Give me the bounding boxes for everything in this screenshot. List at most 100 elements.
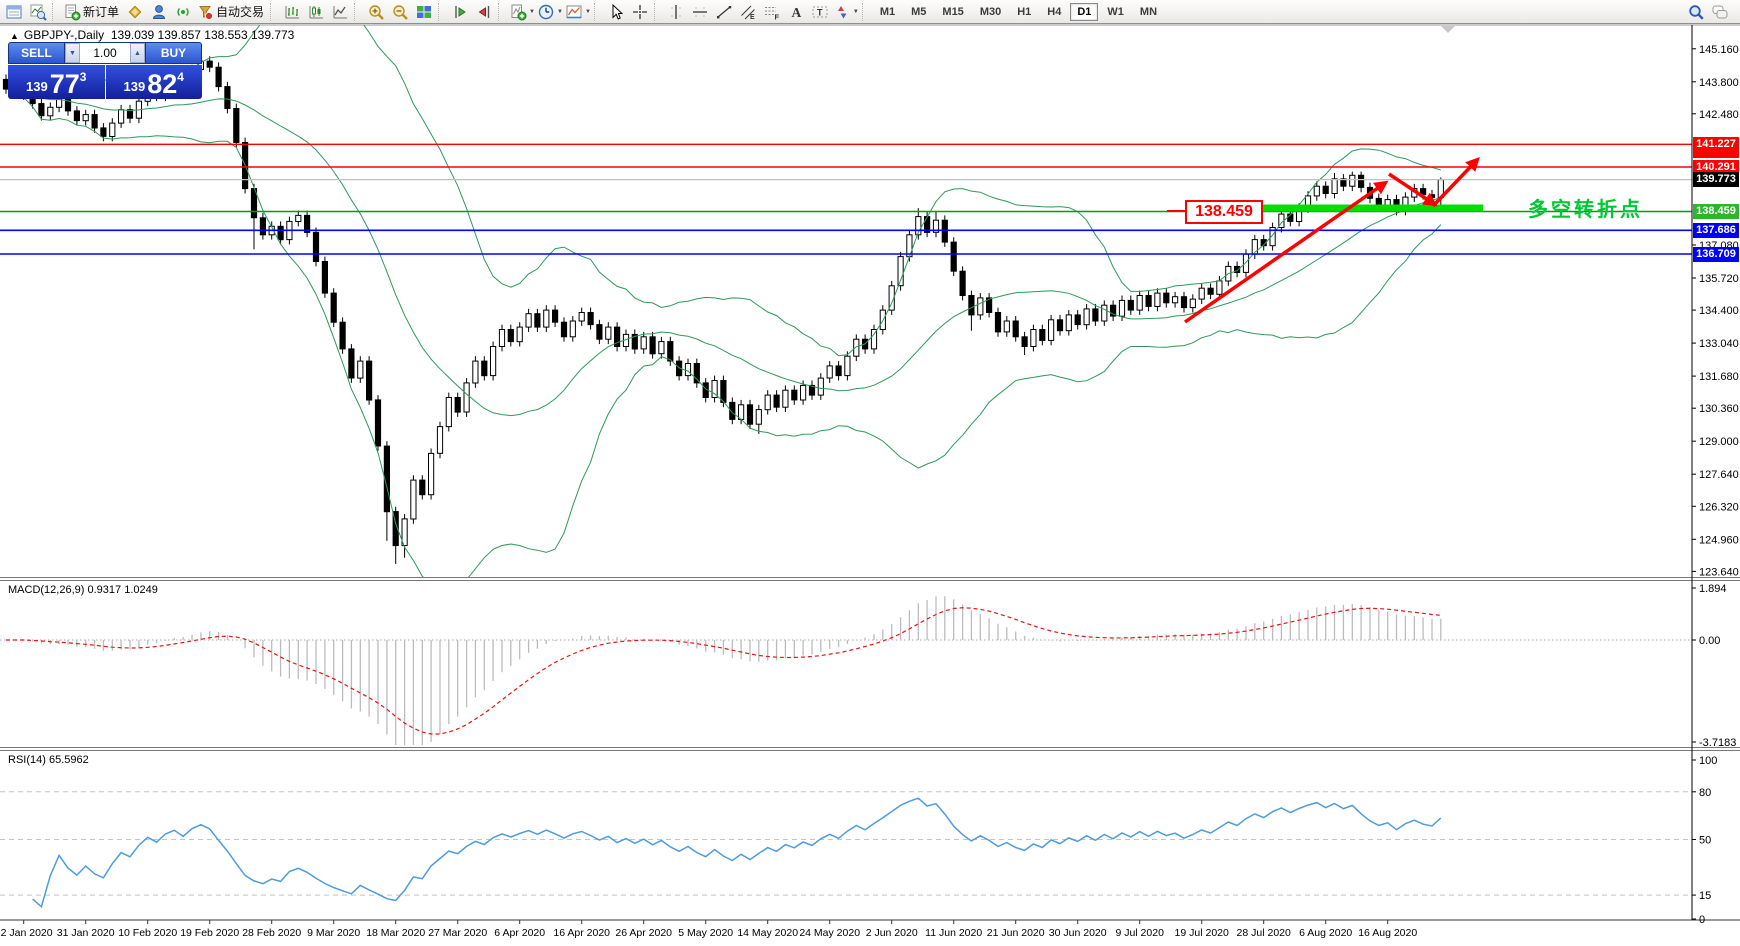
horizontal-level-lines[interactable]: [0, 143, 1692, 255]
autoscroll-icon: [455, 5, 466, 18]
channel-icon: E: [741, 5, 755, 21]
toolbar-separator: [861, 2, 870, 21]
channel-tool-button[interactable]: E: [737, 2, 759, 22]
date-axis[interactable]: 22 Jan 2020 31 Jan 2020 10 Feb 2020 19 Feb …: [0, 920, 1417, 939]
svg-text:F: F: [774, 12, 779, 21]
timeframe-m30-button[interactable]: M30: [979, 5, 1002, 18]
vertical-line-tool-button[interactable]: [665, 2, 687, 22]
rsi-panel[interactable]: [0, 791, 1692, 909]
sell-button[interactable]: SELL: [8, 42, 65, 64]
toolbar-separator: [653, 2, 662, 21]
svg-text:9 Mar 2020: 9 Mar 2020: [307, 927, 360, 939]
svg-text:22 Jan 2020: 22 Jan 2020: [0, 927, 53, 939]
svg-text:28 Feb 2020: 28 Feb 2020: [242, 927, 301, 939]
svg-text:18 Mar 2020: 18 Mar 2020: [366, 927, 425, 939]
price-badge-137-686: 137.686: [1693, 222, 1739, 238]
templates-button[interactable]: ▼: [565, 2, 591, 22]
svg-text:80: 80: [1699, 787, 1711, 799]
text-icon: A: [791, 5, 801, 20]
horizontal-line-tool-button[interactable]: [689, 2, 711, 22]
hline-icon: [692, 6, 707, 17]
svg-text:24 May 2020: 24 May 2020: [799, 927, 860, 939]
volume-increase-button[interactable]: ▲: [130, 43, 145, 63]
one-click-collapse-icon[interactable]: ▲: [10, 31, 19, 41]
zoom-in-button[interactable]: [365, 2, 387, 22]
dropdown-arrow-icon[interactable]: ▼: [529, 8, 535, 15]
autotrading-button[interactable]: 自动交易: [196, 2, 267, 22]
fibonacci-tool-button[interactable]: F: [761, 2, 783, 22]
macd-panel[interactable]: [0, 596, 1692, 745]
history-box-button[interactable]: [124, 2, 146, 22]
dropdown-arrow-icon[interactable]: ▼: [852, 8, 859, 15]
mql-community-button[interactable]: [148, 2, 170, 22]
chart-annotations[interactable]: [1167, 156, 1483, 324]
chart-shift-marker-icon[interactable]: [1441, 26, 1455, 33]
trend-arrow: [1388, 172, 1438, 207]
buy-button[interactable]: BUY: [145, 42, 202, 64]
periods-button[interactable]: ▼: [537, 2, 563, 22]
volume-decrease-button[interactable]: ▼: [65, 43, 80, 63]
svg-text:21 Jun 2020: 21 Jun 2020: [987, 927, 1045, 939]
timeframe-d1-button[interactable]: D1: [1070, 2, 1099, 21]
timeframe-m1-button[interactable]: M1: [879, 5, 896, 18]
text-label-tool-button[interactable]: T: [809, 2, 831, 22]
price-axis[interactable]: 145.160143.800142.480137.080135.720134.4…: [1692, 44, 1739, 926]
price-badge-138-459: 138.459: [1693, 204, 1739, 219]
indicators-list-button[interactable]: ▼: [509, 2, 535, 22]
tile-windows-button[interactable]: [413, 2, 435, 22]
annotation-text[interactable]: 多空转折点: [1528, 199, 1643, 221]
cursor-icon: [612, 3, 624, 20]
cursor-tool-button[interactable]: [605, 2, 627, 22]
chart-shift-button[interactable]: [473, 2, 495, 22]
svg-text:6 Apr 2020: 6 Apr 2020: [494, 927, 545, 939]
clock-icon: [538, 4, 554, 19]
zoomin-icon: [369, 4, 384, 20]
timeframe-w1-button[interactable]: W1: [1107, 5, 1124, 18]
svg-text:5 May 2020: 5 May 2020: [678, 927, 733, 939]
timeframe-m5-button[interactable]: M5: [911, 5, 927, 18]
text-tool-button[interactable]: A: [785, 2, 807, 22]
line-chart-mode-button[interactable]: [329, 2, 351, 22]
svg-text:28 Jul 2020: 28 Jul 2020: [1237, 927, 1291, 939]
tick-icon: [30, 4, 47, 21]
crosshair-tool-button[interactable]: [629, 2, 651, 22]
price-badge-139-773: 139.773: [1693, 172, 1739, 188]
timeframe-h1-button[interactable]: H1: [1017, 5, 1032, 18]
person-icon: [153, 4, 166, 19]
buy-price-quote[interactable]: 139 82 4: [105, 65, 202, 99]
svg-text:14 May 2020: 14 May 2020: [737, 927, 798, 939]
arrows-tool-button[interactable]: ▼: [833, 2, 859, 22]
sell-price-quote[interactable]: 139 77 3: [8, 65, 105, 99]
new-order-button[interactable]: 新订单: [63, 2, 122, 22]
timeframe-h4-button[interactable]: H4: [1047, 5, 1062, 18]
tick-chart-button[interactable]: [27, 2, 49, 22]
svg-text:30 Jun 2020: 30 Jun 2020: [1049, 927, 1107, 939]
timeframe-mn-button[interactable]: MN: [1139, 5, 1158, 18]
svg-text:31 Jan 2020: 31 Jan 2020: [57, 927, 115, 939]
candle-chart-mode-button[interactable]: [305, 2, 327, 22]
auto-scroll-button[interactable]: [449, 2, 471, 22]
svg-text:145.160: 145.160: [1699, 44, 1739, 56]
bar-chart-mode-button[interactable]: [281, 2, 303, 22]
zoom-out-button[interactable]: [389, 2, 411, 22]
support-price-box[interactable]: 138.459: [1185, 200, 1263, 224]
rsi-line: [32, 797, 1442, 909]
dropdown-arrow-icon[interactable]: ▼: [584, 8, 591, 15]
svg-text:11 Jun 2020: 11 Jun 2020: [925, 927, 982, 939]
chat-button[interactable]: [1709, 2, 1731, 22]
trendline-tool-button[interactable]: [713, 2, 735, 22]
svg-text:26 Apr 2020: 26 Apr 2020: [615, 927, 672, 939]
neworder-icon: [65, 4, 81, 20]
search-button[interactable]: [1685, 2, 1707, 22]
svg-text:16 Aug 2020: 16 Aug 2020: [1358, 927, 1417, 939]
timeframe-m15-button[interactable]: M15: [942, 5, 964, 18]
svg-text:133.040: 133.040: [1699, 338, 1739, 350]
dropdown-arrow-icon[interactable]: ▼: [556, 8, 563, 15]
signals-button[interactable]: [172, 2, 194, 22]
volume-input[interactable]: 1.00: [93, 46, 117, 60]
charts-panel-button[interactable]: [3, 2, 25, 22]
svg-text:E: E: [750, 14, 755, 21]
main-price-panel[interactable]: [0, 5, 1692, 588]
